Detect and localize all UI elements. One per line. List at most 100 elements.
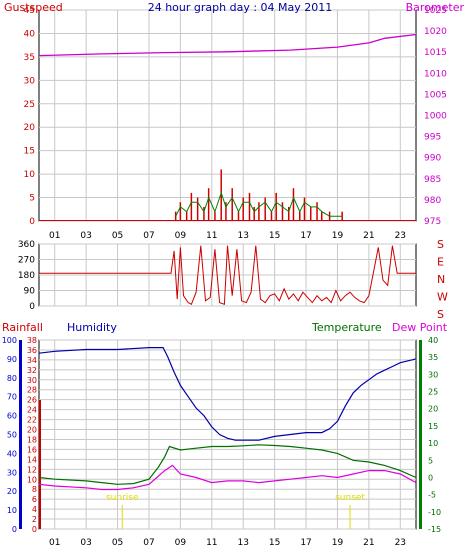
rain-tick-label: 20 [27,426,37,435]
gustspeed-axis-label: Gustspeed [4,1,63,14]
barometer-tick-label: 1020 [424,27,447,37]
hour-tick-label-bottom: 11 [206,538,217,548]
sunset-label: sunset [335,493,365,503]
humidity-tick-label: 40 [7,449,17,458]
temperature-tick-label: 10 [428,439,438,448]
hour-tick-label-bottom: 09 [175,538,187,548]
rainfall-axis-label: Rainfall [2,321,43,334]
rain-tick-label: 6 [32,495,37,504]
gust-tick-label: 40 [24,29,36,39]
wind-baro-grid [39,9,416,222]
rain-tick-label: 12 [27,465,37,474]
temperature-tick-label: -10 [428,508,441,517]
humidity-tick-label: 70 [7,393,17,402]
hour-tick-label-bottom: 13 [237,538,248,548]
rain-tick-label: 38 [27,336,37,345]
humidity-tick-label: 60 [7,412,17,421]
direction-tick-label: 0 [29,302,35,312]
hour-tick-label-bottom: 23 [395,538,406,548]
chart-title: 24 hour graph day : 04 May 2011 [148,1,333,14]
wind-baro-plot-area [38,9,417,222]
rain-tick-label: 36 [27,346,37,355]
rain-tick-label: 0 [32,525,37,534]
gust-tick-label: 20 [24,123,36,133]
hour-tick-label-top: 23 [395,231,406,241]
temperature-axis-bar [419,340,422,529]
compass-label: N [437,273,445,286]
hour-tick-label-top: 09 [175,231,187,241]
hour-tick-label-bottom: 21 [363,538,374,548]
barometer-axis-label: Barometer [406,1,465,14]
rain-tick-label: 32 [27,366,37,375]
compass-label: S [437,238,444,251]
gust-tick-label: 35 [24,53,35,63]
hour-tick-label-bottom: 01 [49,538,60,548]
humidity-tick-label: 0 [12,525,17,534]
barometer-tick-label: 995 [424,133,441,143]
gust-tick-label: 30 [24,76,36,86]
rain-tick-label: 26 [27,396,37,405]
hour-tick-label-bottom: 03 [80,538,91,548]
barometer-tick-label: 1005 [424,90,447,100]
hour-tick-label-top: 03 [80,231,91,241]
temperature-tick-label: 25 [428,388,438,397]
hour-tick-label-bottom: 15 [269,538,280,548]
hour-tick-label-top: 07 [143,231,154,241]
temperature-tick-label: 30 [428,370,438,379]
barometer-tick-label: 1000 [424,112,447,122]
gust-tick-label: 45 [24,6,35,16]
humidity-series-line [38,347,417,441]
temperature-tick-label: -15 [428,525,441,534]
rain-tick-label: 14 [27,455,37,464]
compass-label: S [437,308,444,321]
hour-tick-label-top: 19 [332,231,344,241]
temperature-tick-label: 20 [428,405,438,414]
rain-tick-label: 18 [27,435,37,444]
rain-tick-label: 24 [27,406,37,415]
barometer-tick-label: 975 [424,217,441,227]
humidity-legend-label: Humidity [67,321,117,334]
hour-tick-label-bottom: 07 [143,538,154,548]
rain-axis-bar [39,400,41,529]
humidity-axis-bar [19,340,22,529]
rain-tick-label: 16 [27,445,37,454]
gust-tick-label: 15 [24,147,35,157]
barometer-tick-label: 1010 [424,69,447,79]
humidity-tick-label: 20 [7,487,17,496]
barometer-tick-label: 985 [424,175,441,185]
dewpoint-series-line [38,464,417,491]
rain-tick-label: 2 [32,515,37,524]
gust-tick-label: 5 [29,194,35,204]
humidity-temp-grid [39,339,416,530]
temperature-tick-label: 35 [428,353,438,362]
gust-tick-label: 0 [29,217,35,227]
temperature-tick-label: 5 [428,456,433,465]
barometer-series-line [38,33,417,57]
wind-average-series-line [175,191,343,217]
hour-tick-label-top: 15 [269,231,280,241]
hour-tick-label-top: 05 [112,231,123,241]
humidity-tick-label: 10 [7,506,17,515]
hour-tick-label-top: 21 [363,231,374,241]
humidity-tick-label: 100 [2,336,17,345]
compass-label: E [437,256,444,269]
temperature-tick-label: 40 [428,336,438,345]
hour-tick-label-top: 17 [300,231,311,241]
humidity-tick-label: 30 [7,468,17,477]
temperature-tick-label: 0 [428,473,433,482]
hour-tick-label-top: 13 [237,231,248,241]
humidity-tick-label: 90 [7,355,17,364]
hour-tick-label-top: 11 [206,231,217,241]
chart-marks: sunrise sunset [38,33,417,529]
wind-direction-series-line [39,245,416,306]
rain-tick-label: 8 [32,485,37,494]
temperature-series-line [38,444,417,485]
rain-tick-label: 28 [27,386,37,395]
barometer-tick-label: 1015 [424,48,447,58]
hour-tick-label-bottom: 17 [300,538,311,548]
temperature-legend-label: Temperature [311,321,382,334]
humidity-tick-label: 50 [7,431,17,440]
rain-tick-label: 22 [27,416,37,425]
